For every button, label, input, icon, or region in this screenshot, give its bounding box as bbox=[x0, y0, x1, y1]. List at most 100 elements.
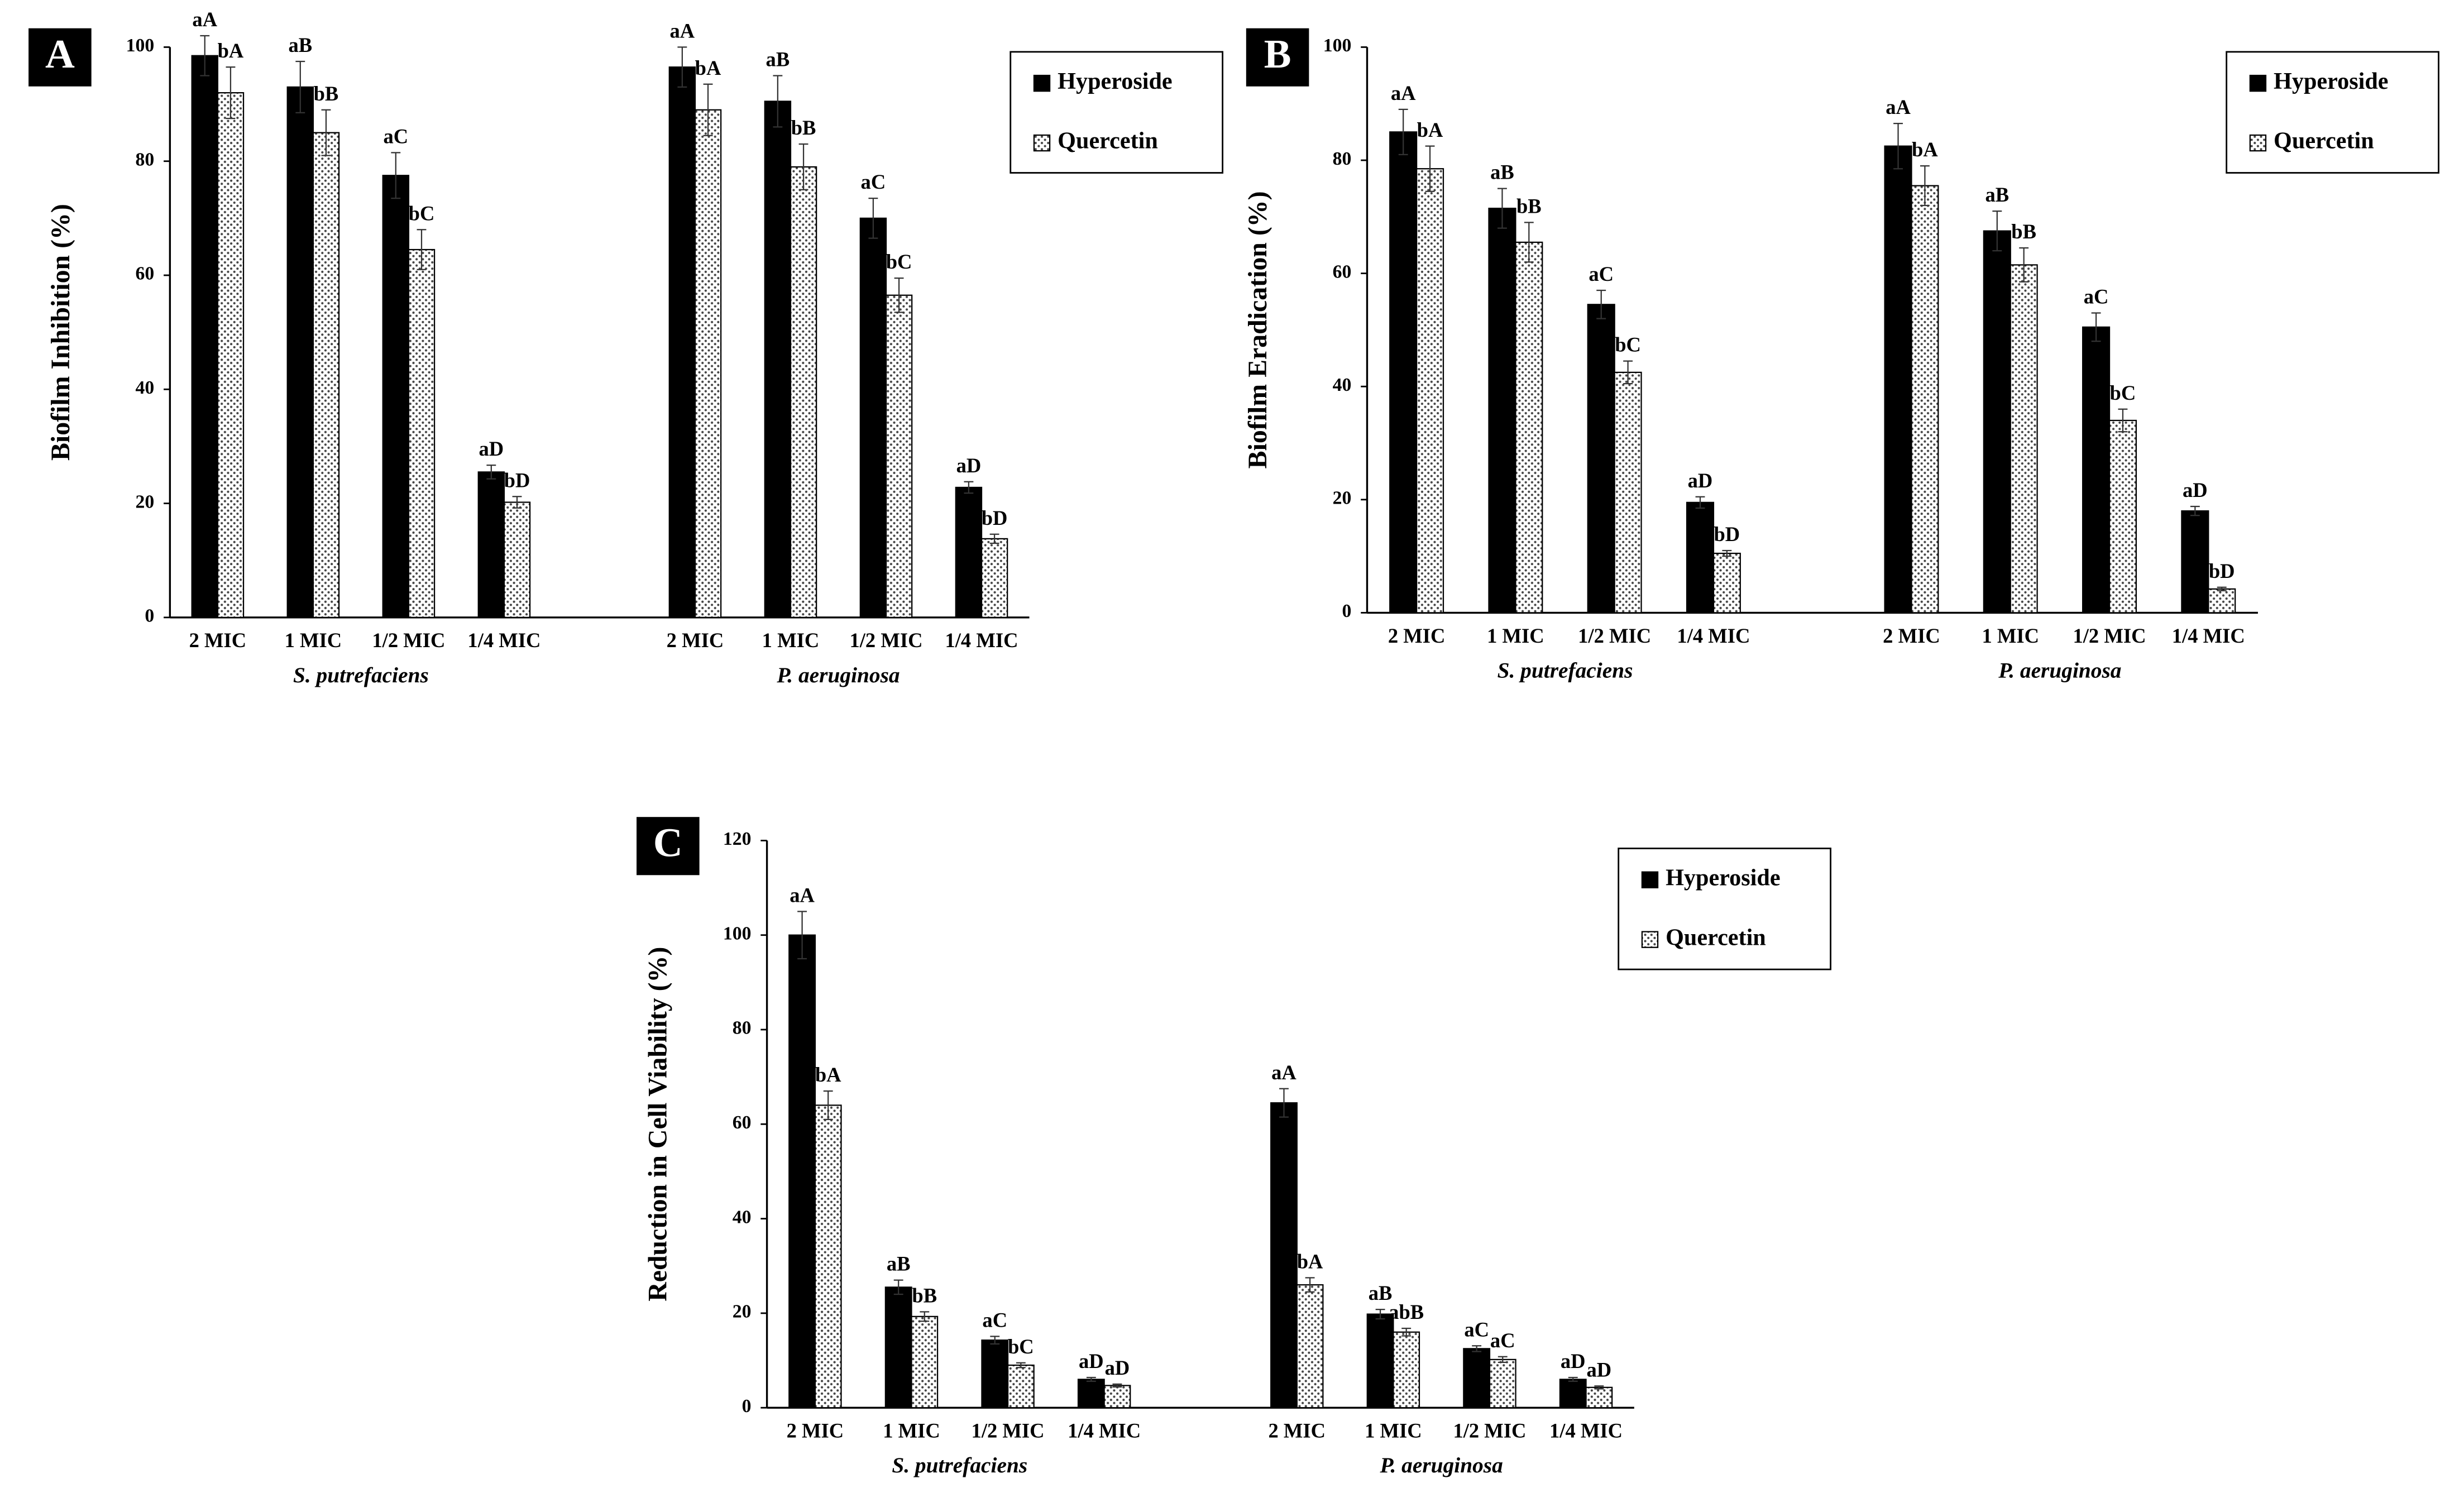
bar bbox=[2208, 588, 2236, 614]
bar bbox=[668, 66, 696, 618]
x-tick-label: 1/4 MIC bbox=[1549, 1419, 1623, 1442]
y-axis-label: Biofilm Inhibition (%) bbox=[46, 204, 75, 461]
x-tick-label: 1/2 MIC bbox=[1578, 624, 1651, 647]
bar bbox=[191, 55, 219, 618]
y-axis-label: Biofilm Eradication (%) bbox=[1243, 191, 1272, 468]
y-tick-label: 20 bbox=[733, 1302, 752, 1322]
group-label: P. aeruginosa bbox=[776, 663, 900, 687]
x-tick-label: 1 MIC bbox=[883, 1419, 940, 1442]
y-tick-label: 80 bbox=[135, 149, 154, 170]
y-tick-label: 0 bbox=[742, 1396, 752, 1417]
bar bbox=[1077, 1379, 1105, 1409]
bar bbox=[1389, 131, 1418, 614]
legend-box bbox=[2226, 51, 2439, 174]
bar bbox=[1515, 241, 1543, 614]
bar bbox=[1686, 501, 1715, 614]
legend-box bbox=[1618, 848, 1831, 970]
y-tick-label: 60 bbox=[733, 1112, 752, 1133]
bar bbox=[1415, 168, 1444, 614]
bar bbox=[1270, 1102, 1298, 1409]
bar bbox=[790, 166, 817, 618]
bar bbox=[1884, 145, 1912, 614]
x-tick-label: 2 MIC bbox=[1883, 624, 1940, 647]
panel-label: A bbox=[45, 31, 75, 76]
significance-label: aA bbox=[1886, 95, 1911, 118]
bar bbox=[980, 538, 1008, 618]
legend-swatch bbox=[1033, 134, 1051, 152]
x-tick-label: 1/2 MIC bbox=[372, 629, 445, 652]
significance-label: aB bbox=[1369, 1281, 1393, 1304]
bar bbox=[312, 132, 340, 618]
y-tick-label: 40 bbox=[733, 1207, 752, 1227]
y-tick-label: 60 bbox=[135, 264, 154, 284]
legend-swatch bbox=[2249, 134, 2267, 152]
bar bbox=[884, 1286, 912, 1409]
significance-label: aD bbox=[479, 437, 504, 460]
significance-label: bD bbox=[1714, 523, 1740, 546]
significance-label: bA bbox=[218, 39, 244, 62]
significance-label: aA bbox=[790, 883, 815, 906]
significance-label: aD bbox=[2183, 479, 2208, 501]
bar bbox=[1489, 1359, 1516, 1409]
x-tick-label: 1 MIC bbox=[285, 629, 342, 652]
group-label: P. aeruginosa bbox=[1998, 658, 2121, 682]
y-tick-label: 100 bbox=[126, 35, 155, 56]
x-tick-label: 2 MIC bbox=[787, 1419, 844, 1442]
bar bbox=[859, 217, 887, 618]
significance-label: aB bbox=[1490, 161, 1514, 184]
significance-label: bA bbox=[1417, 118, 1443, 141]
bar bbox=[217, 92, 245, 618]
y-tick-label: 20 bbox=[1333, 488, 1352, 509]
significance-label: aB bbox=[1985, 183, 2009, 206]
x-tick-label: 2 MIC bbox=[667, 629, 724, 652]
legend-label: Quercetin bbox=[1058, 128, 1158, 154]
significance-label: bD bbox=[2209, 559, 2235, 582]
group-label: P. aeruginosa bbox=[1380, 1453, 1503, 1477]
x-tick-label: 2 MIC bbox=[1269, 1419, 1326, 1442]
bar bbox=[694, 109, 722, 618]
legend-swatch bbox=[2249, 74, 2267, 92]
significance-label: bC bbox=[1008, 1335, 1034, 1358]
significance-label: bA bbox=[695, 56, 721, 79]
bar bbox=[981, 1339, 1009, 1409]
y-tick-label: 120 bbox=[723, 829, 752, 849]
bar bbox=[408, 248, 436, 618]
significance-label: bC bbox=[1615, 333, 1641, 356]
bar bbox=[286, 86, 314, 618]
significance-label: aD bbox=[956, 454, 982, 477]
bar bbox=[1488, 207, 1516, 614]
x-tick-label: 1/2 MIC bbox=[2073, 624, 2146, 647]
x-tick-label: 2 MIC bbox=[1388, 624, 1446, 647]
group-label: S. putrefaciens bbox=[1497, 658, 1633, 682]
y-tick-label: 0 bbox=[1342, 601, 1351, 621]
panel-box bbox=[637, 817, 700, 876]
significance-label: aA bbox=[192, 8, 217, 31]
y-tick-label: 0 bbox=[145, 606, 154, 626]
x-tick-label: 1 MIC bbox=[1365, 1419, 1422, 1442]
y-tick-label: 100 bbox=[723, 923, 752, 944]
x-tick-label: 2 MIC bbox=[189, 629, 247, 652]
bar bbox=[382, 175, 410, 618]
significance-label: bD bbox=[504, 468, 530, 491]
y-tick-label: 60 bbox=[1333, 261, 1352, 282]
significance-label: bC bbox=[886, 250, 912, 273]
bar bbox=[1911, 185, 1939, 614]
bar bbox=[955, 486, 983, 618]
x-tick-label: 1/2 MIC bbox=[849, 629, 922, 652]
bar bbox=[1296, 1284, 1324, 1409]
bar bbox=[788, 934, 816, 1409]
bar bbox=[2010, 264, 2038, 614]
x-tick-label: 1/4 MIC bbox=[945, 629, 1018, 652]
legend-label: Hyperoside bbox=[1058, 68, 1172, 94]
bar bbox=[764, 101, 792, 618]
bar bbox=[1103, 1385, 1131, 1409]
x-tick-label: 1 MIC bbox=[762, 629, 820, 652]
significance-label: bA bbox=[815, 1063, 841, 1086]
legend-label: Hyperoside bbox=[2274, 68, 2388, 94]
y-tick-label: 40 bbox=[1333, 375, 1352, 395]
bar bbox=[1585, 1386, 1613, 1409]
significance-label: aC bbox=[1464, 1318, 1489, 1341]
bar bbox=[1366, 1313, 1394, 1409]
legend-swatch bbox=[1033, 74, 1051, 92]
